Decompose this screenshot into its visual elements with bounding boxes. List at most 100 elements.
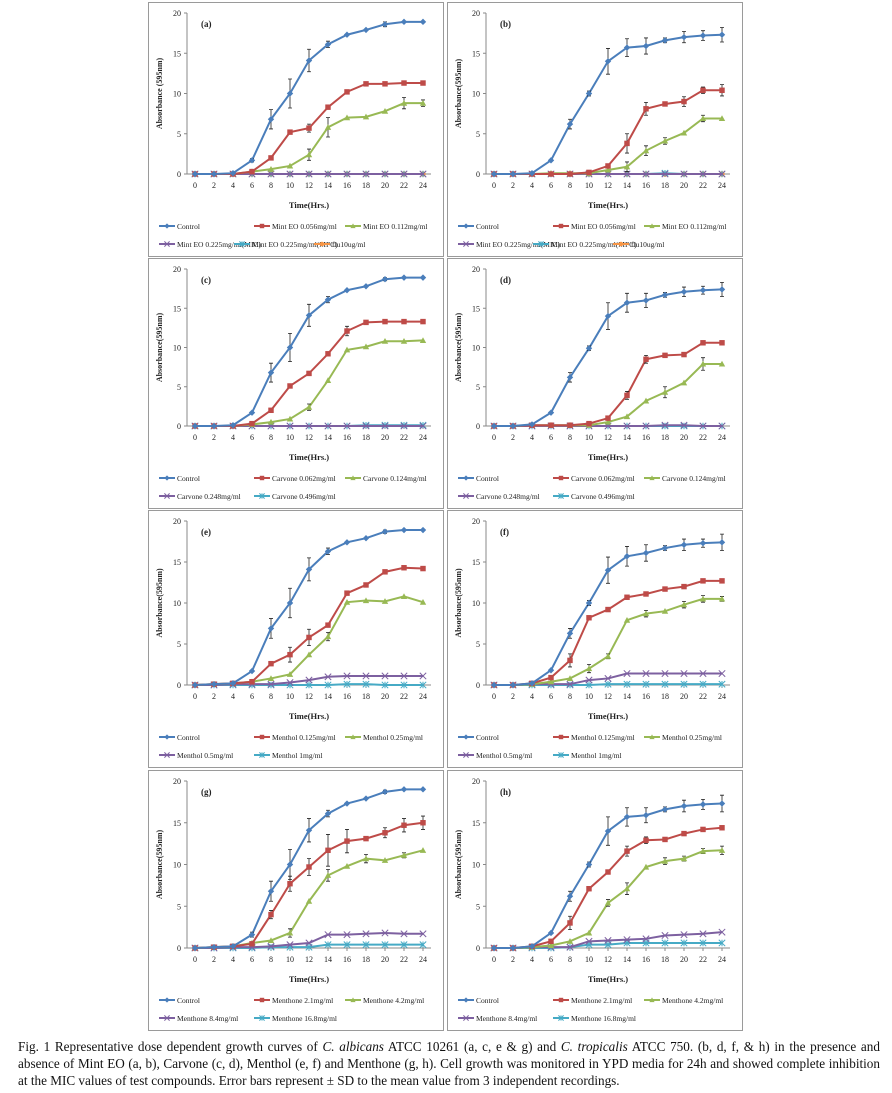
data-point — [248, 667, 256, 675]
legend-item: Carvone 0.496mg/ml — [254, 492, 336, 501]
legend-swatch-marker — [463, 241, 469, 247]
series-mint-eo-0-056mg-ml — [491, 84, 725, 177]
panel-f: 0 5 10 15 20 0 2 4 6 8 10 12 14 16 18 20 22 24 Time(Hrs.) A… — [447, 510, 743, 768]
data-point — [604, 899, 612, 906]
series-line — [494, 341, 722, 427]
legend-item: Menthone 16.8mg/ml — [254, 1014, 337, 1023]
data-point — [324, 931, 332, 939]
x-tick-label: 20 — [680, 433, 688, 442]
legend-item: Carvone 0.248mg/ml — [458, 492, 540, 501]
x-axis-label: Time(Hrs.) — [289, 200, 329, 210]
data-point — [381, 941, 389, 949]
legend-swatch-marker — [319, 241, 325, 247]
data-point — [401, 80, 407, 86]
data-point — [286, 344, 294, 351]
legend-item: Menthol 0.125mg/ml — [553, 733, 635, 742]
y-axis-label: Absorbance(595nm) — [454, 59, 463, 129]
data-point — [191, 170, 199, 178]
y-tick-label: 15 — [173, 304, 181, 313]
data-point — [419, 681, 427, 689]
data-point — [400, 593, 408, 599]
y-tick-label: 5 — [476, 383, 480, 392]
data-point — [642, 147, 650, 154]
data-point — [699, 801, 707, 808]
x-tick-label: 6 — [250, 181, 254, 190]
data-point — [325, 104, 331, 110]
data-point — [681, 351, 687, 358]
legend-label: Carvone 0.496mg/ml — [571, 492, 635, 501]
data-point — [286, 90, 294, 97]
series-line — [494, 826, 723, 949]
data-point — [400, 930, 408, 938]
data-point — [191, 944, 199, 952]
data-point — [400, 338, 408, 344]
x-tick-label: 18 — [661, 955, 669, 964]
series-line — [494, 89, 722, 175]
legend-item: Menthol 0.25mg/ml — [345, 733, 423, 742]
data-point — [585, 599, 593, 607]
data-point — [623, 680, 631, 688]
legend-label: Menthone 16.8mg/ml — [571, 1014, 636, 1023]
data-point — [586, 420, 592, 427]
legend-item: Control — [159, 996, 200, 1005]
data-point — [567, 422, 573, 428]
data-point — [325, 847, 331, 854]
data-point — [642, 297, 650, 304]
x-tick-label: 10 — [585, 433, 593, 442]
data-point — [419, 598, 427, 605]
data-point — [680, 939, 688, 947]
data-point — [585, 665, 593, 672]
series-control — [191, 786, 427, 952]
data-point — [661, 669, 669, 678]
legend-item: Menthol 1mg/ml — [553, 751, 622, 760]
legend-item: Control — [458, 474, 499, 483]
data-point — [305, 651, 313, 658]
data-point — [363, 81, 369, 87]
data-point — [718, 595, 726, 602]
data-point — [604, 680, 612, 688]
data-point — [343, 31, 351, 38]
data-point — [268, 155, 274, 161]
data-point — [191, 681, 199, 689]
x-tick-label: 16 — [642, 181, 650, 190]
x-tick-label: 20 — [680, 181, 688, 190]
data-point — [567, 657, 573, 664]
data-point — [210, 170, 218, 178]
data-point — [642, 42, 650, 50]
x-tick-label: 14 — [623, 692, 631, 701]
series-line — [494, 849, 723, 949]
data-point — [548, 938, 554, 945]
data-point — [344, 89, 350, 95]
legend-label: Control — [177, 474, 200, 483]
data-point — [287, 383, 293, 389]
legend-swatch-marker — [259, 223, 265, 229]
data-point — [400, 681, 408, 689]
data-point — [586, 169, 592, 176]
data-point — [191, 422, 199, 430]
legend-item: Menthone 8.4mg/ml — [159, 1014, 238, 1023]
panel-a: 0 5 10 15 20 0 2 4 6 8 10 12 14 16 18 20 22 24 Time(Hrs.) A… — [148, 2, 444, 257]
panel-e: 0 5 10 15 20 0 2 4 6 8 10 12 14 16 18 20 22 24 Time(Hrs.) A… — [148, 510, 444, 768]
x-tick-label: 20 — [381, 692, 389, 701]
x-tick-label: 16 — [343, 955, 351, 964]
data-point — [604, 674, 612, 682]
series-mint-eo-0-056mg-ml — [192, 80, 426, 177]
data-point — [661, 806, 669, 813]
legend-label: Carvone 0.248mg/ml — [476, 492, 540, 501]
data-point — [718, 31, 726, 38]
x-tick-label: 4 — [530, 955, 534, 964]
data-point — [680, 669, 688, 678]
x-tick-label: 8 — [568, 433, 572, 442]
y-tick-label: 10 — [173, 599, 181, 608]
x-tick-label: 6 — [250, 955, 254, 964]
x-tick-label: 14 — [623, 433, 631, 442]
x-tick-label: 8 — [269, 181, 273, 190]
x-tick-label: 10 — [585, 692, 593, 701]
data-point — [642, 549, 650, 557]
y-tick-label: 0 — [476, 681, 480, 690]
legend-label: Menthol 0.125mg/ml — [272, 733, 336, 742]
legend: Control Mint EO 0.056mg/ml Mint EO 0.112mg… — [159, 222, 428, 249]
x-tick-label: 10 — [286, 181, 294, 190]
data-point — [642, 669, 650, 678]
